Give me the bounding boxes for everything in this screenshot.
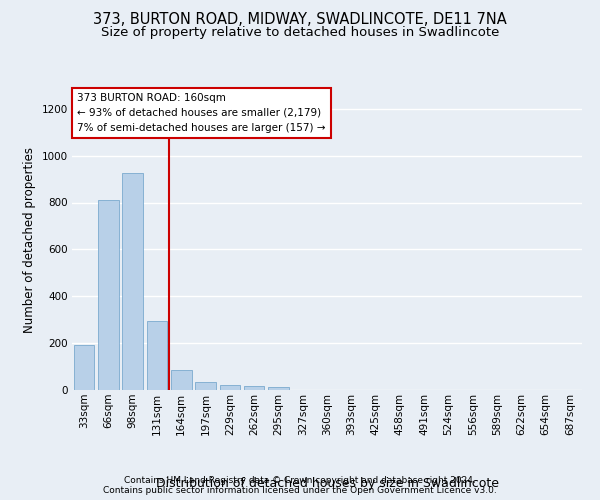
Bar (171, 370, 191, 390)
Y-axis label: Number of detached properties: Number of detached properties (23, 147, 36, 333)
Text: 373 BURTON ROAD: 160sqm
← 93% of detached houses are smaller (2,179)
7% of semi-: 373 BURTON ROAD: 160sqm ← 93% of detache… (77, 93, 326, 132)
Bar (220, 386, 240, 390)
Text: Contains HM Land Registry data © Crown copyright and database right 2024.: Contains HM Land Registry data © Crown c… (124, 476, 476, 485)
Bar (98, 200, 119, 390)
Bar (74, 345, 94, 390)
Text: Size of property relative to detached houses in Swadlincote: Size of property relative to detached ho… (101, 26, 499, 39)
X-axis label: Distribution of detached houses by size in Swadlincote: Distribution of detached houses by size … (155, 476, 499, 490)
Bar (146, 321, 167, 390)
Bar (268, 387, 289, 390)
Bar (195, 382, 216, 390)
Text: Contains public sector information licensed under the Open Government Licence v3: Contains public sector information licen… (103, 486, 497, 495)
Text: 373, BURTON ROAD, MIDWAY, SWADLINCOTE, DE11 7NA: 373, BURTON ROAD, MIDWAY, SWADLINCOTE, D… (93, 12, 507, 28)
Bar (122, 173, 143, 390)
Bar (244, 386, 265, 390)
